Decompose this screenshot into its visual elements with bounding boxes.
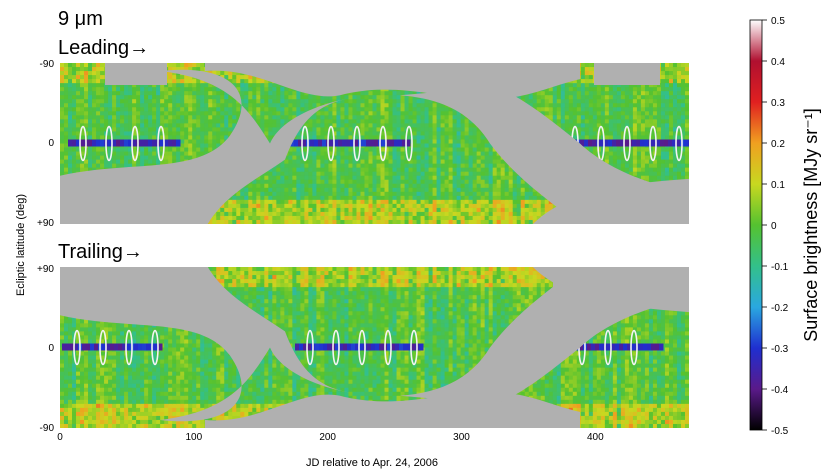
wavelength-label: 9 μm — [58, 8, 103, 30]
y-tick-label: -90 — [40, 423, 55, 434]
heatmap-panel-leading — [60, 63, 689, 224]
colorbar-label: Surface brightness [MJy sr⁻¹] — [801, 108, 821, 342]
y-axis-label: Ecliptic latitude (deg) — [15, 194, 27, 296]
x-axis-label: JD relative to Apr. 24, 2006 — [306, 457, 438, 469]
x-tick-label: 400 — [587, 432, 604, 443]
colorbar-tick-label: -0.2 — [771, 303, 789, 314]
y-tick-label: 0 — [48, 138, 54, 149]
colorbar-tick-label: -0.5 — [771, 426, 789, 437]
colorbar-tick-label: 0.3 — [771, 98, 785, 109]
colorbar-tick-label: -0.3 — [771, 344, 789, 355]
y-tick-label: 0 — [48, 343, 54, 354]
colorbar-ticks: 0.5 0.4 0.3 0.2 0.1 0 -0.1 -0.2 -0.3 -0.4 -0.5 — [762, 16, 789, 437]
x-axis-ticks: 0 100 200 300 400 — [57, 432, 604, 443]
y-tick-label: +90 — [37, 264, 54, 275]
y-tick-label: -90 — [40, 59, 55, 70]
colorbar-tick-label: 0.4 — [771, 57, 785, 68]
colorbar — [749, 19, 763, 431]
colorbar-tick-label: 0.1 — [771, 180, 785, 191]
colorbar-tick-label: 0.2 — [771, 139, 785, 150]
x-tick-label: 0 — [57, 432, 63, 443]
panel-title-leading: Leading→ — [58, 37, 149, 59]
x-tick-label: 100 — [185, 432, 202, 443]
colorbar-tick-label: -0.4 — [771, 385, 789, 396]
x-tick-label: 200 — [319, 432, 336, 443]
x-tick-label: 300 — [453, 432, 470, 443]
y-tick-label: +90 — [37, 218, 54, 229]
colorbar-tick-label: 0 — [771, 221, 777, 232]
colorbar-tick-label: -0.1 — [771, 262, 789, 273]
colorbar-tick-label: 0.5 — [771, 16, 785, 27]
panel-title-trailing: Trailing→ — [58, 241, 143, 263]
heatmap-panel-trailing — [60, 267, 689, 428]
